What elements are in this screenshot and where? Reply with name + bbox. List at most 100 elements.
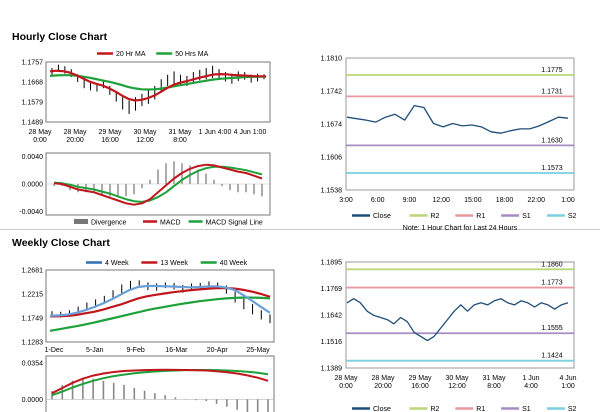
weekly-long-ytick-2: 1.1642 [321, 313, 343, 320]
hourly-macd-line [53, 163, 263, 206]
weekly-price-xtick-2: 9-Feb [126, 347, 144, 354]
weekly-long-frame [345, 261, 575, 369]
hourly-price-legend-label-0: 20 Hr MA [116, 51, 146, 58]
hourly-macd-legend-label-2: MACD Signal Line [206, 220, 263, 227]
hourly-last24-note: Note: 1 Hour Chart for Last 24 Hours [403, 225, 518, 232]
weekly-long-xtick-1: 28 May [372, 375, 395, 382]
weekly-price-legend-label-2: 40 Week [220, 260, 248, 267]
hourly-price-xtick-6: 4 Jun 1:00 [234, 129, 267, 136]
hourly-last24-level-r2-label: 1.1775 [541, 67, 563, 74]
weekly-price-legend-label-0: 4 Week [105, 260, 129, 267]
hourly-last24-xtick-7: 1:00 [561, 197, 575, 204]
hourly-price-xtick-3: 30 May [134, 129, 157, 136]
weekly-price-ytick-2: 1.1749 [22, 316, 44, 323]
hourly-price-xtick-1: 28 May [64, 129, 87, 136]
weekly-price-ytick-1: 1.2215 [22, 292, 44, 299]
weekly-long-ytick-4: 1.1389 [321, 366, 343, 373]
weekly-long-xtick-6: 4 Jun [559, 375, 576, 382]
hourly-macd-legend-label-1: MACD [160, 220, 181, 227]
hourly-price-ytick-0: 1.1757 [22, 60, 44, 67]
weekly-macd-ytick-0: 0.0354 [22, 360, 44, 367]
hourly-ma20-line [49, 69, 266, 102]
hourly-last24-frame [345, 57, 575, 191]
hourly-price-xtick-sub-4: 8:00 [173, 137, 187, 144]
hourly-price-xtick-sub-2: 16:00 [101, 137, 119, 144]
weekly-long-legend-label-2: R1 [476, 406, 485, 412]
hourly-signal-line [53, 165, 263, 203]
weekly-price-xtick-1: 5-Jan [86, 347, 104, 354]
weekly-long-ytick-3: 1.1516 [321, 339, 343, 346]
hourly-last24-xtick-6: 22:00 [528, 197, 546, 204]
weekly-long-level-r1-label: 1.1773 [541, 280, 563, 287]
weekly-price-xtick-4: 20-Apr [207, 347, 229, 354]
hourly-last24-xtick-5: 18:00 [496, 197, 514, 204]
hourly-macd-ytick-2: -0.0040 [19, 209, 43, 216]
weekly-long-legend-label-0: Close [373, 406, 391, 412]
hourly-last24-legend-label-3: S1 [522, 213, 531, 220]
weekly-macd-ytick-1: 0.0000 [22, 397, 44, 404]
hourly-last24-legend-label-0: Close [373, 213, 391, 220]
hourly-last24-xtick-0: 3:00 [339, 197, 353, 204]
hourly-last24-ytick-4: 1.1538 [321, 188, 343, 195]
weekly-price-ytick-0: 1.2681 [22, 268, 44, 275]
hourly-last24-ytick-3: 1.1606 [321, 155, 343, 162]
hourly-last24-level-r1-label: 1.1731 [541, 88, 563, 95]
weekly-price-xtick-5: 25-May [246, 347, 270, 354]
weekly-long-xtick-sub-4: 8:00 [487, 383, 501, 390]
weekly-ma40-line [49, 296, 271, 332]
weekly-price-legend-label-1: 13 Week [160, 260, 188, 267]
weekly-long-xtick-sub-6: 1:00 [561, 383, 575, 390]
hourly-last24-legend-label-2: R1 [476, 213, 485, 220]
hourly-last24-xtick-2: 9:00 [403, 197, 417, 204]
hourly-ma50-line [49, 74, 266, 91]
weekly-long-xtick-5: 1 Jun [522, 375, 539, 382]
hourly-price-xtick-2: 29 May [99, 129, 122, 136]
weekly-long-xtick-sub-2: 16:00 [411, 383, 429, 390]
hourly-price-xtick-sub-0: 0:00 [33, 137, 47, 144]
hourly-last24-ytick-1: 1.1742 [321, 89, 343, 96]
weekly-long-level-r2-label: 1.1860 [541, 261, 563, 268]
hourly-price-xtick-0: 28 May [29, 129, 52, 136]
hourly-macd-ytick-1: 0.0000 [22, 182, 44, 189]
weekly-long-level-s1-label: 1.1555 [541, 325, 563, 332]
weekly-long-level-s2-label: 1.1424 [541, 353, 563, 360]
weekly-price-xtick-0: 1-Dec [45, 347, 64, 354]
weekly-long-xtick-sub-3: 12:00 [448, 383, 466, 390]
weekly-section-title: Weekly Close Chart [12, 237, 110, 249]
weekly-long-xtick-sub-1: 20:00 [374, 383, 392, 390]
hourly-price-ytick-3: 1.1489 [22, 120, 44, 127]
hourly-last24-level-s1-label: 1.1630 [541, 137, 563, 144]
hourly-last24-level-s2-label: 1.1573 [541, 165, 563, 172]
weekly-signal-line [51, 369, 269, 397]
weekly-price-xtick-3: 16-Mar [165, 347, 188, 354]
weekly-long-legend-label-1: R2 [431, 406, 440, 412]
hourly-price-frame [45, 61, 271, 123]
hourly-price-ytick-1: 1.1668 [22, 79, 44, 86]
hourly-macd-legend-label-0: Divergence [91, 220, 127, 227]
hourly-macd-legend-swatch-0 [74, 219, 88, 224]
hourly-last24-close-line [346, 104, 569, 134]
hourly-section-title: Hourly Close Chart [12, 31, 108, 43]
weekly-long-ytick-0: 1.1895 [321, 260, 343, 267]
hourly-last24-xtick-1: 6:00 [371, 197, 385, 204]
weekly-long-xtick-0: 28 May [335, 375, 358, 382]
hourly-price-xtick-5: 1 Jun 4:00 [199, 129, 232, 136]
hourly-price-legend-label-1: 50 Hrs MA [175, 51, 208, 58]
weekly-long-xtick-3: 30 May [446, 375, 469, 382]
hourly-price-xtick-sub-1: 20:00 [66, 137, 84, 144]
weekly-long-close-line [346, 298, 569, 342]
weekly-long-xtick-sub-0: 0:00 [339, 383, 353, 390]
hourly-last24-ytick-2: 1.1674 [321, 122, 343, 129]
weekly-long-xtick-2: 29 May [409, 375, 432, 382]
weekly-price-frame [45, 269, 275, 343]
hourly-price-ytick-2: 1.1579 [22, 99, 44, 106]
hourly-macd-ytick-0: 0.0040 [22, 154, 44, 161]
weekly-long-xtick-sub-5: 4:00 [524, 383, 538, 390]
weekly-ma4-line [49, 284, 271, 317]
hourly-last24-xtick-3: 12:00 [432, 197, 450, 204]
section-divider [0, 229, 600, 230]
weekly-long-legend-label-4: S2 [568, 406, 577, 412]
hourly-last24-xtick-4: 15:00 [464, 197, 482, 204]
hourly-price-xtick-4: 31 May [169, 129, 192, 136]
